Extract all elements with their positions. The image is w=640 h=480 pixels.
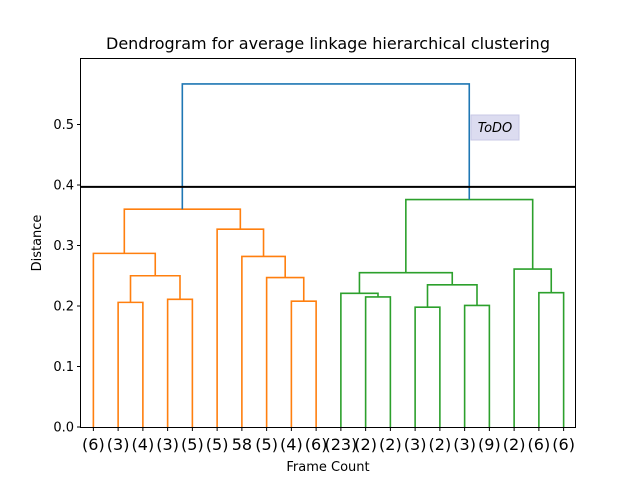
leaf-label: (9): [478, 435, 501, 454]
leaf-label: (5): [181, 435, 204, 454]
leaf-label: (3): [156, 435, 179, 454]
leaf-label: (2): [503, 435, 526, 454]
leaf-label: (2): [429, 435, 452, 454]
y-tick-label: 0.4: [53, 179, 74, 194]
y-tick-label: 0.3: [53, 239, 74, 254]
plot-frame: [80, 58, 576, 428]
leaf-label: (6): [528, 435, 551, 454]
leaf-label: (6): [82, 435, 105, 454]
leaf-label: (6): [552, 435, 575, 454]
leaf-label: (6): [305, 435, 328, 454]
y-tick-label: 0.5: [53, 118, 74, 133]
dendrogram-links: [92, 83, 565, 427]
leaf-label: (3): [404, 435, 427, 454]
leaf-label: (23): [324, 435, 357, 454]
y-tick-label: 0.0: [53, 421, 74, 436]
x-axis: (6) (3) (4) (3) (5) (5) 58 (5) (4) (6)(23)(2) (2)(…: [82, 427, 575, 454]
leaf-label: (5): [255, 435, 278, 454]
annotation-text: ToDO: [478, 121, 513, 136]
y-axis: 0.0 0.1 0.2 0.3 0.4 0.5: [53, 118, 81, 436]
leaf-label: (3): [453, 435, 476, 454]
leaf-label: (4): [132, 435, 155, 454]
chart-title: Dendrogram for average linkage hierarchi…: [106, 34, 550, 53]
link-R: [181, 83, 471, 210]
leaf-label: (5): [206, 435, 229, 454]
leaf-label: (2): [379, 435, 402, 454]
y-axis-label: Distance: [30, 215, 45, 272]
x-axis-label: Frame Count: [286, 460, 369, 475]
y-tick-label: 0.1: [53, 360, 74, 375]
leaf-label: (2): [354, 435, 377, 454]
y-tick-label: 0.2: [53, 300, 74, 315]
leaf-label: (4): [280, 435, 303, 454]
leaf-label: 58: [232, 435, 252, 454]
annotation-background: [470, 114, 520, 141]
leaf-label: (3): [107, 435, 130, 454]
annotation-box: ToDO: [470, 114, 520, 141]
